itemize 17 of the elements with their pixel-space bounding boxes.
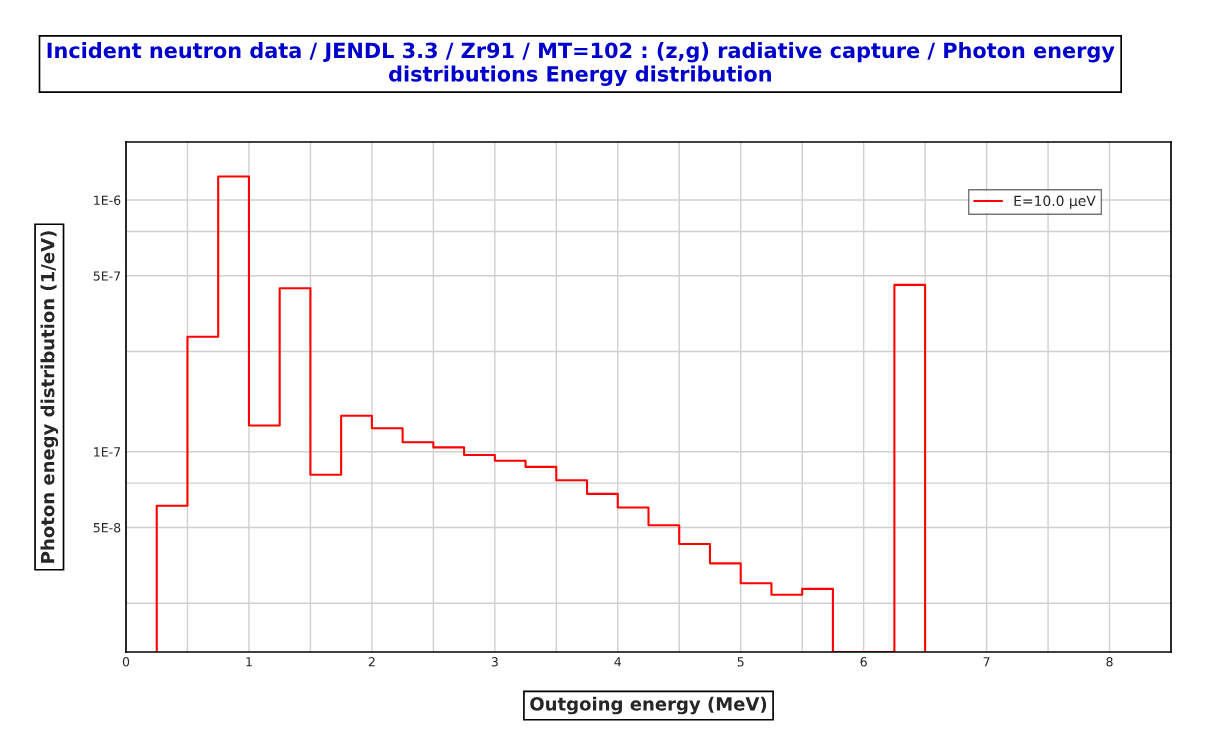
x-tick-label: 5: [737, 657, 744, 667]
x-tick-label: 6: [860, 657, 867, 667]
x-tick-label: 1: [246, 657, 252, 667]
y-tick-label: 1E-7: [94, 447, 121, 457]
chart-title: Incident neutron data / JENDL 3.3 / Zr91 / MT=102 : (z,g) radiative capture / Photon energy distributions Energy distribution: [47, 42, 1115, 86]
x-tick-label: 3: [491, 657, 498, 667]
x-axis-title: Outgoing energy (MeV): [530, 696, 767, 715]
y-axis-title: Photon enegy distribution (1/eV): [40, 231, 59, 563]
y-tick-label: 1E-6: [94, 195, 121, 205]
y-tick-label: 5E-8: [93, 522, 121, 533]
x-tick-label: 7: [983, 657, 990, 667]
x-tick-label: 8: [1106, 657, 1113, 667]
x-tick-label: 2: [368, 657, 375, 667]
x-tick-label: 0: [122, 657, 130, 667]
legend-label: E=10.0 µeV: [1014, 195, 1096, 209]
x-tick-label: 4: [614, 657, 622, 667]
y-tick-label: 5E-7: [93, 271, 121, 281]
